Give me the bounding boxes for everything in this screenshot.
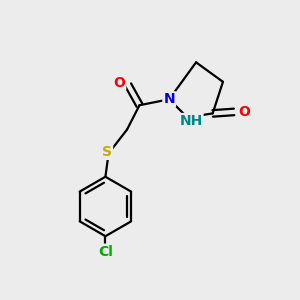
Text: O: O (238, 105, 250, 119)
Text: NH: NH (179, 114, 203, 128)
Text: S: S (102, 145, 112, 159)
Text: N: N (164, 92, 175, 106)
Text: Cl: Cl (98, 245, 113, 259)
Text: O: O (113, 76, 125, 90)
